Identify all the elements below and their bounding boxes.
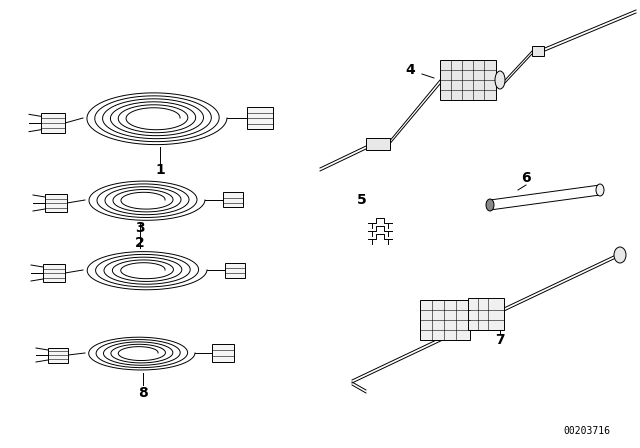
Bar	[420, 300, 470, 340]
Text: 7: 7	[495, 333, 505, 347]
Text: 6: 6	[521, 171, 531, 185]
Text: 4: 4	[405, 63, 415, 77]
Ellipse shape	[486, 199, 494, 211]
Text: 3: 3	[135, 220, 145, 235]
Bar	[43, 264, 65, 282]
Bar	[468, 298, 504, 330]
Ellipse shape	[596, 184, 604, 196]
Bar	[247, 107, 273, 129]
Text: 8: 8	[138, 386, 148, 400]
Bar	[41, 113, 65, 133]
Bar	[45, 194, 67, 212]
Text: 2: 2	[135, 236, 145, 250]
Ellipse shape	[614, 247, 626, 263]
Bar	[225, 263, 245, 277]
Bar	[48, 348, 68, 362]
Bar	[366, 138, 390, 150]
Bar	[223, 193, 243, 207]
Ellipse shape	[495, 71, 505, 89]
Text: 5: 5	[357, 193, 367, 207]
Text: 1: 1	[155, 164, 165, 177]
Text: 00203716: 00203716	[563, 426, 610, 436]
Bar	[440, 60, 496, 100]
Bar	[532, 46, 544, 56]
Bar	[212, 344, 234, 362]
